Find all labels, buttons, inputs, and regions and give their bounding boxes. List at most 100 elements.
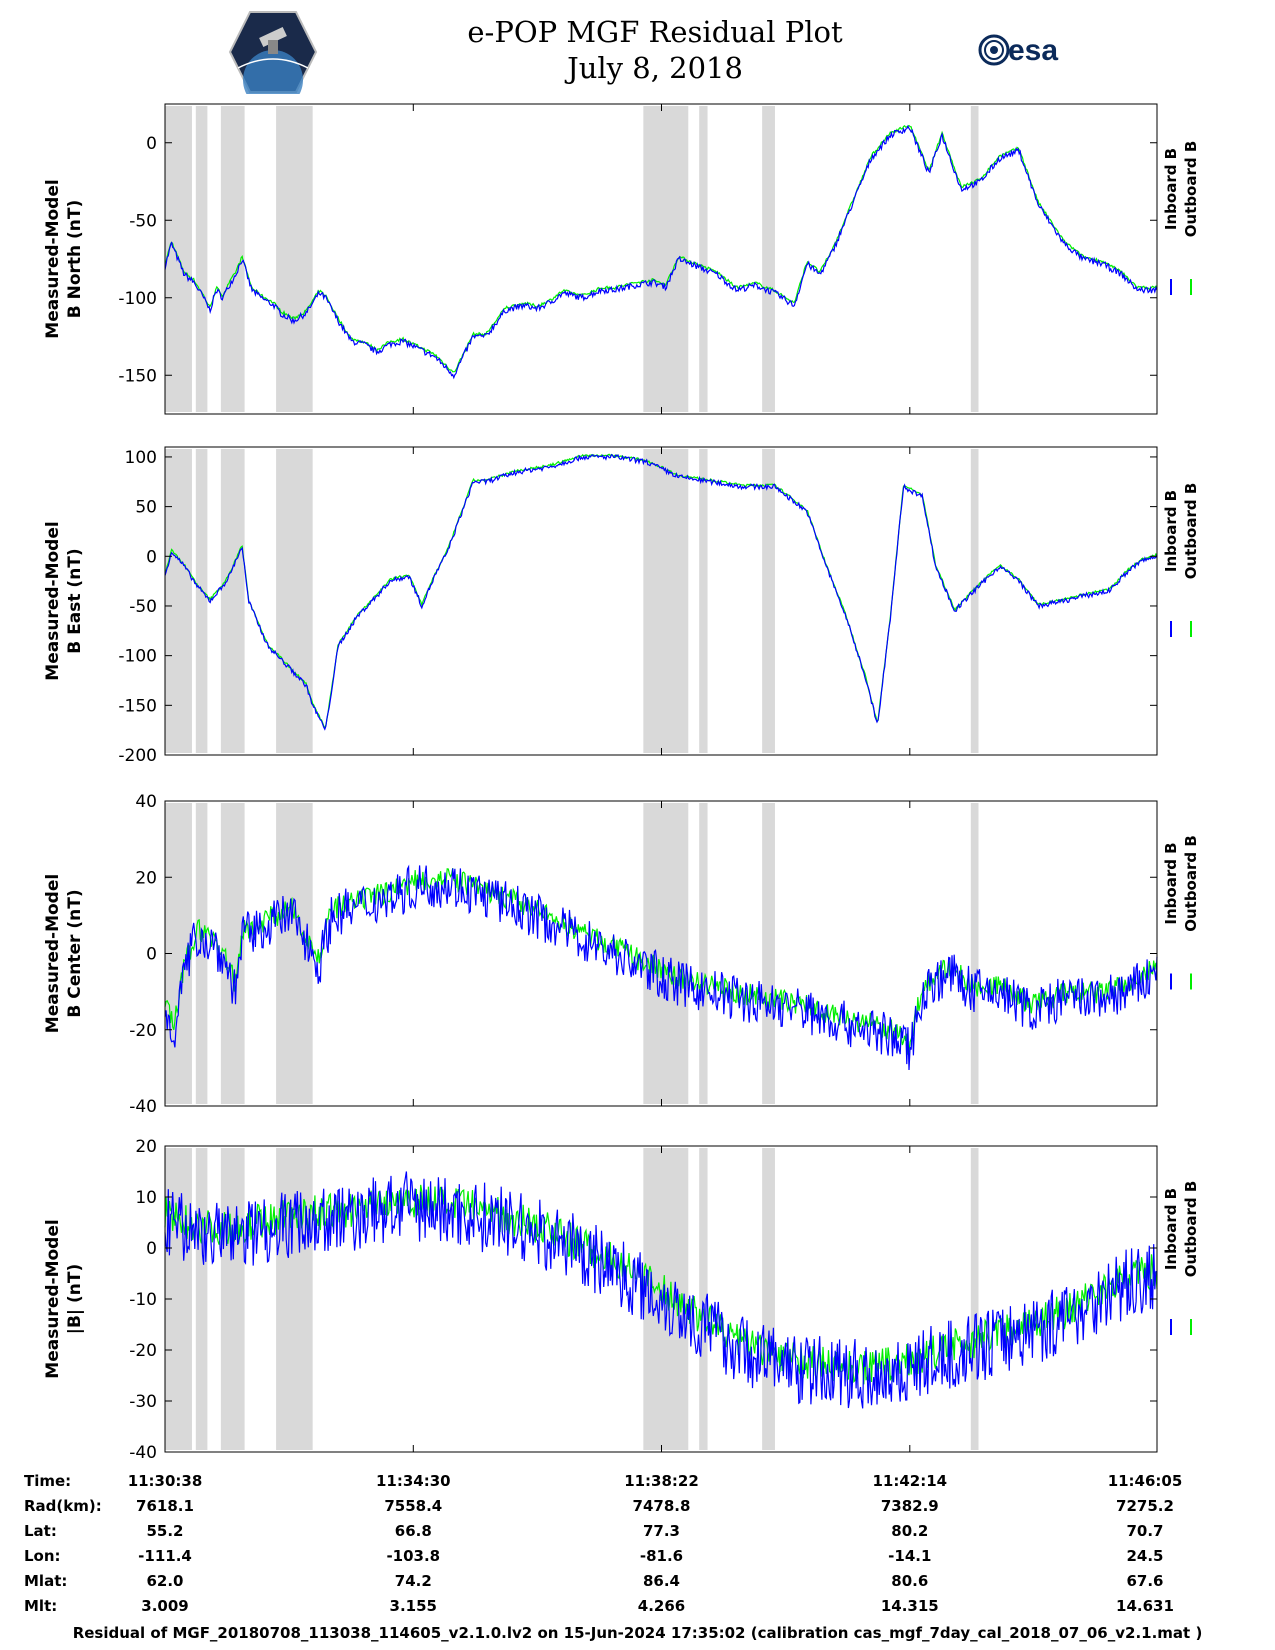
y-tick-label: 20	[135, 1137, 157, 1157]
y-axis-label: Measured-Model	[43, 179, 63, 338]
y-tick-label: -30	[129, 1392, 157, 1412]
panel-3: 40 20 0 -20 -40 Measured-Model B Center (nT) In…	[43, 792, 1200, 1117]
inboard-series-line	[164, 864, 1158, 1071]
data-gap-6	[699, 106, 708, 412]
info-label: Rad(km):	[24, 1497, 102, 1515]
data-gap-5	[643, 106, 689, 412]
y-axis-label: Measured-Model	[43, 521, 63, 680]
legend-label: Inboard B	[1162, 490, 1180, 572]
y-axis-label: Measured-Model	[43, 874, 63, 1033]
legend-label: Outboard B	[1182, 1181, 1200, 1278]
info-value: 7275.2	[1116, 1497, 1174, 1515]
data-gap-4	[276, 803, 313, 1104]
y-tick-label: -100	[118, 289, 157, 309]
info-label: Mlt:	[24, 1597, 58, 1615]
info-value: 4.266	[637, 1597, 686, 1615]
info-label: Lat:	[24, 1522, 57, 1540]
data-gap-3	[220, 803, 245, 1104]
cassiope-logo	[228, 10, 318, 110]
data-gap-6	[699, 449, 708, 753]
inboard-series-line	[164, 453, 1158, 731]
info-value: 24.5	[1126, 1547, 1164, 1565]
data-gap-4	[276, 106, 313, 412]
panel-2: 100 50 0 -50 -100 -150 -200 Measured-Model B Eas…	[43, 446, 1200, 766]
y-tick-label: -20	[129, 1341, 157, 1361]
info-value: -14.1	[888, 1547, 932, 1565]
inboard-series-line	[164, 1171, 1158, 1409]
info-value: -81.6	[639, 1547, 684, 1565]
info-value: 62.0	[146, 1572, 184, 1590]
y-tick-label: -150	[118, 366, 157, 386]
legend-label: Outboard B	[1182, 835, 1200, 932]
info-value: 80.6	[891, 1572, 929, 1590]
orbit-info-table: Time: Rad(km): Lat: Lon: Mlat: Mlt: 11:30:38 76…	[0, 1462, 1275, 1622]
info-value: 11:34:30	[375, 1472, 451, 1490]
info-value: 11:42:14	[872, 1472, 948, 1490]
y-tick-label: -150	[118, 696, 157, 716]
data-gap-1	[165, 449, 192, 753]
panel-4: 20 10 0 -10 -20 -30 -40 Measured-Model |B| (nT) I…	[43, 1137, 1200, 1463]
title-line2: July 8, 2018	[567, 51, 743, 85]
y-axis-label: B East (nT)	[65, 548, 85, 653]
info-value: 66.8	[394, 1522, 432, 1540]
y-tick-label: 0	[146, 134, 157, 154]
y-axis-label: B Center (nT)	[65, 889, 85, 1017]
y-tick-label: -40	[129, 1443, 157, 1463]
y-tick-label: 10	[135, 1188, 157, 1208]
y-tick-label: 0	[146, 945, 157, 965]
legend-label: Inboard B	[1162, 148, 1180, 230]
info-label: Time:	[24, 1472, 72, 1490]
y-tick-label: 40	[135, 792, 157, 812]
data-gap-4	[276, 449, 313, 753]
info-label: Lon:	[24, 1547, 61, 1565]
data-gap-3	[220, 449, 245, 753]
data-gap-7	[762, 449, 775, 753]
info-value: 11:30:38	[127, 1472, 203, 1490]
y-tick-label: -200	[118, 746, 157, 766]
y-tick-label: -20	[129, 1021, 157, 1041]
data-gap-2	[195, 106, 208, 412]
y-tick-label: -10	[129, 1290, 157, 1310]
y-tick-label: -100	[118, 647, 157, 667]
info-value: 80.2	[891, 1522, 929, 1540]
legend-label: Outboard B	[1182, 483, 1200, 580]
data-gap-6	[699, 803, 708, 1104]
data-gap-2	[195, 803, 208, 1104]
data-gap-8	[970, 1148, 979, 1450]
data-gap-2	[195, 449, 208, 753]
info-value: 7478.8	[632, 1497, 691, 1515]
data-gap-5	[643, 803, 689, 1104]
y-tick-label: 50	[135, 498, 157, 518]
info-value: 3.009	[141, 1597, 189, 1615]
plot-frame	[164, 103, 1158, 415]
data-gap-8	[970, 803, 979, 1104]
footer-caption: Residual of MGF_20180708_113038_114605_v…	[72, 1624, 1203, 1642]
panel-1: 0 -50 -100 -150 Measured-Model B North (nT) In…	[43, 103, 1200, 415]
info-value: 7558.4	[384, 1497, 443, 1515]
data-gap-8	[970, 449, 979, 753]
info-value: 77.3	[642, 1522, 680, 1540]
y-tick-label: -40	[129, 1097, 157, 1117]
info-value: 7618.1	[136, 1497, 194, 1515]
data-gap-7	[762, 1148, 775, 1450]
data-gap-6	[699, 1148, 708, 1450]
data-gap-8	[970, 106, 979, 412]
data-gap-3	[220, 106, 245, 412]
data-gap-3	[220, 1148, 245, 1450]
title-line1: e-POP MGF Residual Plot	[467, 15, 843, 49]
inboard-series-line	[164, 124, 1158, 380]
info-value: 11:38:22	[624, 1472, 699, 1490]
info-value: 86.4	[642, 1572, 680, 1590]
legend-label: Outboard B	[1182, 141, 1200, 238]
y-axis-label: |B| (nT)	[65, 1264, 85, 1335]
info-value: -111.4	[138, 1547, 192, 1565]
legend-label: Inboard B	[1162, 842, 1180, 924]
y-tick-label: 0	[146, 547, 157, 567]
data-gap-7	[762, 106, 775, 412]
y-tick-label: 0	[146, 1239, 157, 1259]
chart-title: e-POP MGF Residual Plot July 8, 2018	[400, 14, 910, 86]
y-tick-label: -50	[129, 211, 157, 231]
info-value: 67.6	[1126, 1572, 1164, 1590]
info-value: 74.2	[394, 1572, 432, 1590]
